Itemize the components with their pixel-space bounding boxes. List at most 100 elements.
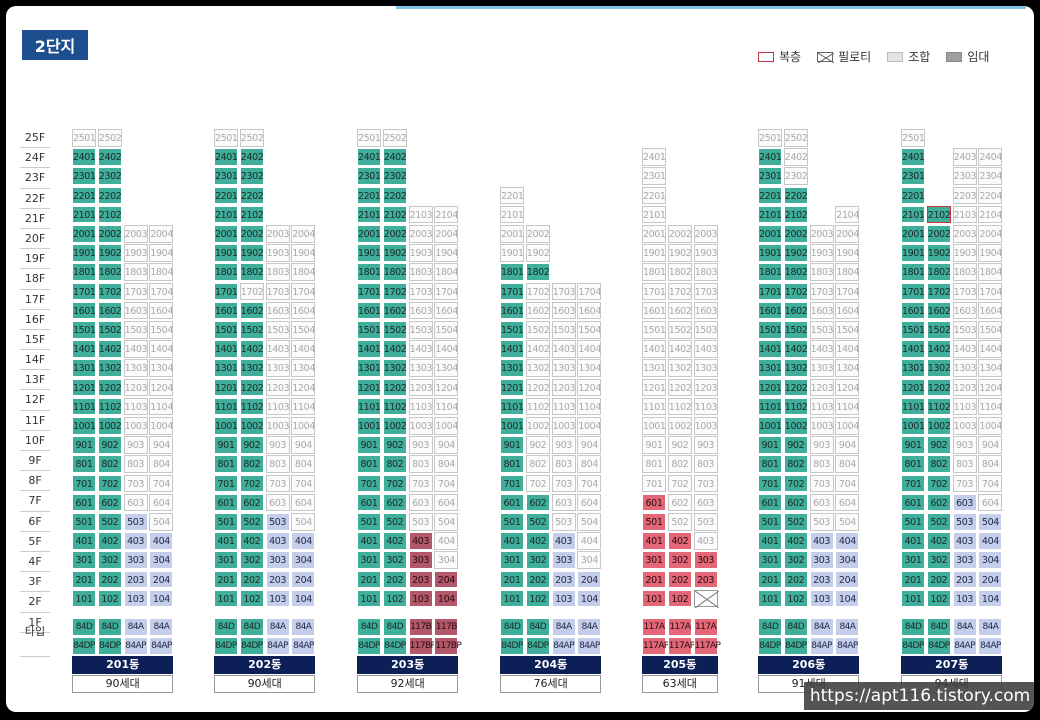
unit-cell: 1602	[667, 301, 692, 320]
unit-cell: 601	[357, 493, 381, 512]
piloti-cell	[693, 589, 719, 608]
unit-cell: 403	[123, 532, 148, 550]
unit-cell: 103	[809, 589, 834, 608]
unit-cell: 904	[149, 436, 174, 454]
unit-cell: 201	[642, 570, 666, 589]
unit-cell: 1501	[642, 321, 666, 339]
unit-cell: 2202	[382, 186, 407, 205]
unit-cell: 501	[758, 513, 782, 531]
unit-cell: 1601	[500, 301, 524, 320]
unit-cell: 1401	[72, 340, 96, 358]
unit-cell: 402	[525, 532, 550, 550]
unit-cell: 804	[577, 455, 602, 473]
unit-cell: 1901	[214, 244, 238, 262]
unit-cell: 1902	[926, 244, 951, 262]
unit-cell: 1104	[291, 397, 316, 416]
unit-cell: 1304	[577, 359, 602, 377]
unit-cell: 1402	[382, 340, 407, 358]
unit-cell: 101	[500, 589, 524, 608]
unit-cell: 1902	[783, 244, 808, 262]
unit-cell: 604	[978, 493, 1003, 512]
unit-cell: 302	[97, 551, 122, 569]
unit-cell: 303	[551, 551, 576, 569]
unit-cell: 2004	[835, 225, 860, 243]
legend-item-piloti: 필로티	[817, 48, 871, 65]
unit-cell: 104	[577, 589, 602, 608]
unit-cell: 501	[72, 513, 96, 531]
unit-cell: 901	[214, 436, 238, 454]
unit-cell: 803	[952, 455, 977, 473]
type-cell: 84A	[551, 618, 576, 636]
panel: 2단지 복층 필로티 조합 임대 25F 24F 23F 22F 21F 20F 19F 18…	[6, 6, 1034, 712]
unit-cell: 2502	[239, 129, 264, 147]
unit-cell: 502	[97, 513, 122, 531]
unit-cell: 602	[783, 493, 808, 512]
unit-cell: 1704	[835, 282, 860, 301]
unit-cell: 2201	[72, 186, 96, 205]
type-cell: 84DP	[239, 637, 264, 655]
unit-cell: 603	[123, 493, 148, 512]
unit-cell: 901	[72, 436, 96, 454]
unit-cell: 2002	[926, 225, 951, 243]
unit-cell: 403	[693, 532, 718, 550]
unit-cell: 503	[123, 513, 148, 531]
unit-cell: 701	[758, 474, 782, 493]
unit-cell: 203	[551, 570, 576, 589]
unit-cell: 1703	[408, 282, 433, 301]
top-accent-line	[396, 6, 1026, 9]
type-cell: 84AP	[809, 637, 834, 655]
unit-cell: 1701	[901, 282, 925, 301]
unit-cell: 1804	[835, 263, 860, 281]
unit-cell: 1503	[809, 321, 834, 339]
unit-cell: 2202	[97, 186, 122, 205]
unit-cell: 1702	[382, 282, 407, 301]
unit-cell: 1502	[382, 321, 407, 339]
unit-cell: 602	[525, 493, 550, 512]
unit-cell: 2001	[642, 225, 666, 243]
unit-cell: 201	[500, 570, 524, 589]
unit-cell: 2101	[758, 205, 782, 224]
unit-cell: 1903	[693, 244, 718, 262]
unit-cell: 1001	[758, 417, 782, 435]
unit-cell: 1102	[667, 397, 692, 416]
unit-cell: 1602	[926, 301, 951, 320]
unit-cell: 603	[952, 493, 977, 512]
unit-cell: 701	[901, 474, 925, 493]
unit-cell: 801	[901, 455, 925, 473]
unit-cell: 1004	[291, 417, 316, 435]
unit-cell: 1203	[551, 378, 576, 397]
unit-cell: 101	[642, 589, 666, 608]
unit-cell: 1502	[97, 321, 122, 339]
unit-cell: 903	[123, 436, 148, 454]
unit-cell: 2402	[97, 148, 122, 166]
unit-cell: 1304	[291, 359, 316, 377]
unit-cell: 501	[357, 513, 381, 531]
unit-cell: 1103	[123, 397, 148, 416]
floor-label: 19F	[20, 249, 50, 270]
unit-cell: 2401	[758, 148, 782, 166]
unit-cell: 1503	[693, 321, 718, 339]
type-cell: 84D	[926, 618, 951, 636]
unit-cell: 2004	[978, 225, 1003, 243]
unit-cell: 403	[809, 532, 834, 550]
unit-cell: 1701	[72, 282, 96, 301]
unit-cell: 1603	[809, 301, 834, 320]
unit-cell: 1504	[291, 321, 316, 339]
unit-cell: 301	[357, 551, 381, 569]
unit-cell: 2402	[239, 148, 264, 166]
unit-cell: 1404	[291, 340, 316, 358]
unit-cell: 701	[214, 474, 238, 493]
unit-cell: 504	[577, 513, 602, 531]
unit-cell: 2302	[239, 167, 264, 185]
household-count: 90세대	[72, 675, 174, 693]
unit-cell: 2401	[901, 148, 925, 166]
unit-cell: 601	[758, 493, 782, 512]
unit-cell: 804	[434, 455, 459, 473]
unit-cell: 201	[901, 570, 925, 589]
unit-cell: 2201	[357, 186, 381, 205]
unit-cell: 1603	[693, 301, 718, 320]
unit-cell: 2401	[214, 148, 238, 166]
unit-cell: 602	[926, 493, 951, 512]
unit-cell: 602	[239, 493, 264, 512]
unit-cell: 404	[291, 532, 316, 550]
